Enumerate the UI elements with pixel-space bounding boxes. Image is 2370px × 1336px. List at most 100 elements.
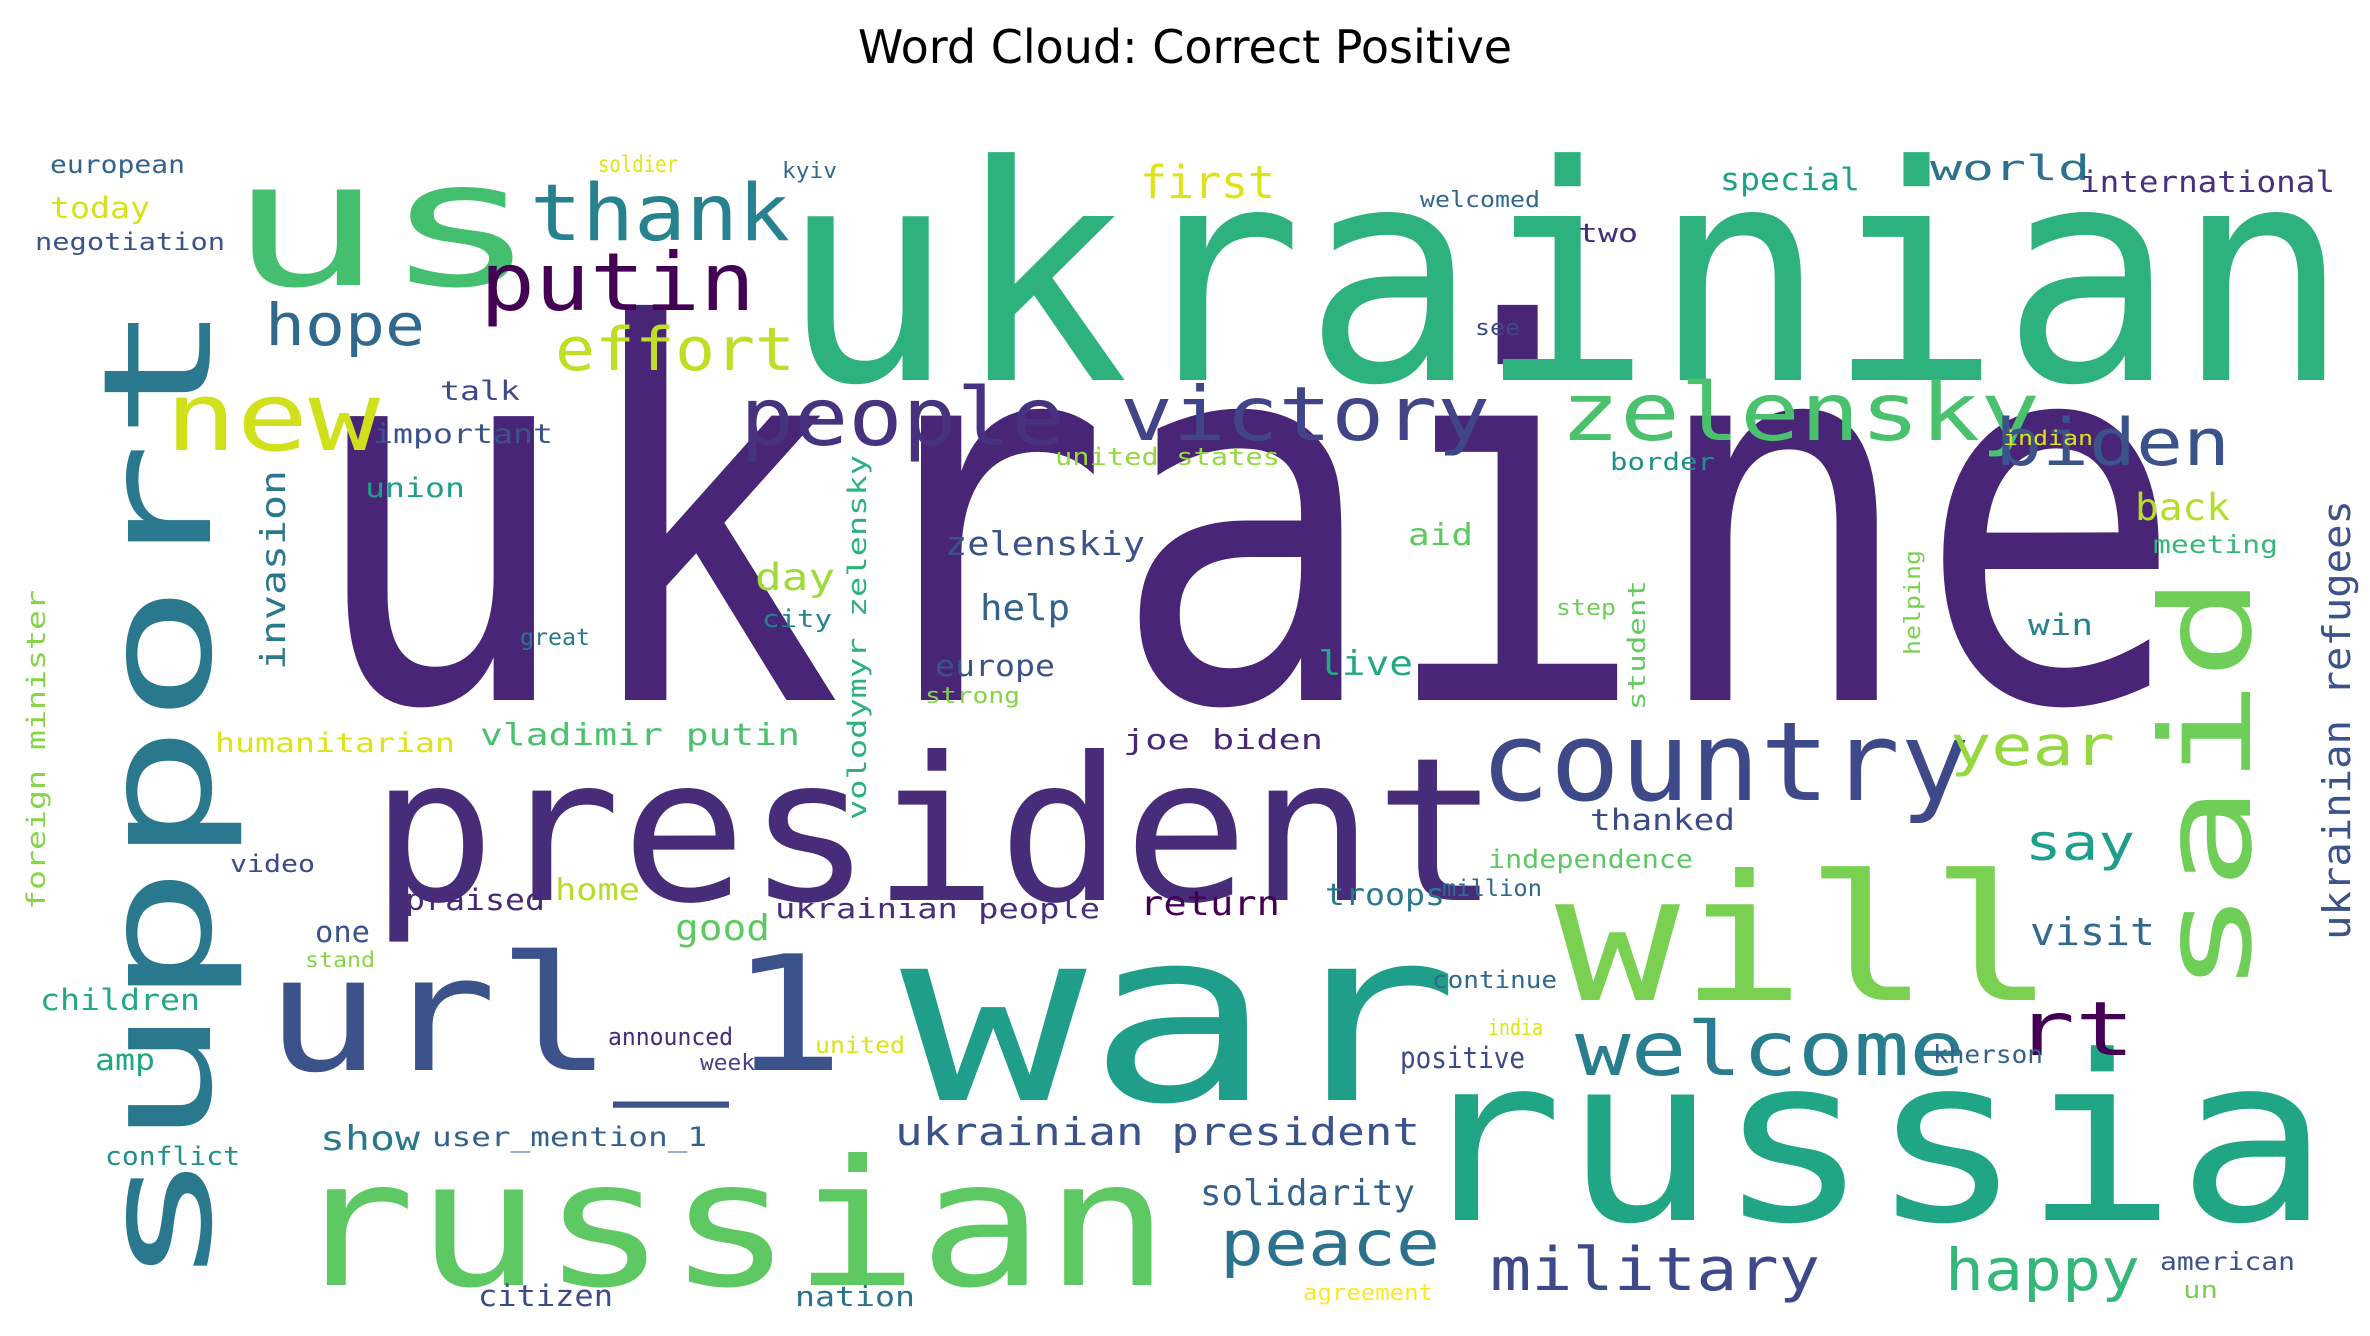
word-meeting: meeting [2153, 530, 2278, 559]
word-children: children [40, 983, 200, 1017]
word-humanitarian: humanitarian [215, 728, 455, 759]
word-one: one [315, 915, 370, 949]
word-people: people [740, 371, 1065, 464]
word-see: see [1475, 316, 1520, 341]
word-border: border [1610, 448, 1715, 476]
word-joe-biden: joe biden [1123, 723, 1323, 756]
word-european: european [50, 150, 185, 179]
word-biden: biden [1995, 406, 2230, 481]
word-russian: russian [290, 1124, 1170, 1327]
word-un: un [2183, 1276, 2218, 1304]
word-military: military [1490, 1235, 1820, 1305]
word-war: war [900, 877, 1460, 1157]
word-india: india [1488, 1016, 1543, 1041]
word-support: support [72, 300, 246, 1290]
word-great: great [520, 625, 590, 651]
word-kherson: kherson [1933, 1040, 2043, 1069]
word-back: back [2135, 486, 2230, 529]
word-putin: putin [480, 236, 755, 329]
word-student: student [1623, 580, 1651, 710]
word-day: day [755, 556, 835, 599]
word-united: united [815, 1033, 905, 1059]
word-solidarity: solidarity [1200, 1173, 1415, 1214]
word-first: first [1140, 156, 1275, 209]
word-help: help [980, 588, 1070, 629]
word-ukrainian-president: ukrainian president [895, 1110, 1420, 1154]
word-welcome: welcome [1575, 1005, 1965, 1093]
word-kyiv: kyiv [782, 159, 837, 184]
word-city: city [762, 605, 832, 633]
word-url-1: url_1 [265, 921, 845, 1108]
word-strong: strong [925, 684, 1020, 709]
word-foreign-minister: foreign minister [22, 590, 52, 910]
word-independence: independence [1488, 845, 1693, 875]
word-user-mention-1: user_mention_1 [432, 1122, 707, 1153]
word-thank: thank [530, 169, 790, 259]
word-rt: rt [2015, 985, 2135, 1073]
word-return: return [1140, 884, 1280, 924]
word-hope: hope [265, 291, 425, 359]
word-negotiation: negotiation [35, 228, 225, 256]
word-said: said [2135, 575, 2280, 995]
word-welcomed: welcomed [1420, 188, 1540, 213]
word-indian: indian [2003, 426, 2093, 450]
word-ukrainian-refugees: ukrainian refugees [2315, 500, 2359, 940]
word-year: year [1950, 714, 2115, 778]
word-show: show [320, 1119, 421, 1159]
word-cloud-title: Word Cloud: Correct Positive [857, 20, 1513, 74]
word-praised: praised [405, 883, 545, 917]
word-million: million [1442, 876, 1542, 902]
word-victory: victory [1120, 370, 1490, 458]
word-ukrainian: ukrainian [780, 102, 2350, 451]
word-continue: continue [1432, 966, 1557, 994]
word-amp: amp [95, 1043, 155, 1077]
word-stand: stand [305, 948, 375, 972]
word-volodymyr-zelensky: volodymyr zelensky [843, 455, 873, 820]
word-two: two [1578, 219, 1638, 249]
word-new: new [165, 363, 381, 473]
word-effort: effort [555, 315, 795, 385]
word-special: special [1720, 162, 1860, 198]
word-zelensky: zelensky [1560, 366, 2040, 459]
word-nation: nation [795, 1280, 915, 1313]
word-home: home [555, 873, 640, 908]
word-president: president [370, 715, 1500, 948]
word-live: live [1318, 644, 1413, 684]
word-visit: visit [2030, 910, 2155, 954]
word-union: union [365, 473, 465, 504]
word-helping: helping [1901, 550, 1926, 655]
word-talk: talk [440, 376, 520, 407]
word-win: win [2028, 608, 2093, 642]
word-international: international [2080, 165, 2335, 199]
word-invasion: invasion [254, 470, 294, 670]
word-united-states: united states [1055, 443, 1280, 471]
word-country: country [1480, 698, 1970, 826]
word-russia: russia [1410, 1008, 2330, 1275]
word-thanked: thanked [1590, 803, 1735, 837]
word-step: step [1556, 596, 1616, 621]
word-good: good [675, 908, 770, 949]
word-say: say [2025, 814, 2135, 872]
word-important: important [373, 419, 553, 450]
word-us: us [228, 124, 538, 327]
word-week: week [700, 1051, 755, 1076]
word-peace: peace [1220, 1207, 1440, 1280]
word-video: video [230, 850, 315, 878]
word-vladimir-putin: vladimir putin [480, 718, 800, 753]
word-american: american [2160, 1247, 2295, 1276]
word-ukraine: ukraine [305, 217, 2185, 823]
word-ukrainian-people: ukrainian people [775, 892, 1100, 925]
word-will: will [1555, 839, 2055, 1042]
word-agreement: agreement [1303, 1281, 1433, 1306]
word-zelenskiy: zelenskiy [945, 524, 1145, 563]
word-soldier: soldier [598, 152, 678, 178]
word-today: today [50, 191, 150, 225]
word-europe: europe [935, 649, 1055, 683]
word-citizen: citizen [478, 1279, 613, 1313]
word-world: world [1930, 149, 2090, 189]
word-announced: announced [608, 1023, 733, 1051]
word-troops: troops [1325, 878, 1445, 913]
word-conflict: conflict [105, 1142, 240, 1172]
word-happy: happy [1945, 1236, 2140, 1304]
